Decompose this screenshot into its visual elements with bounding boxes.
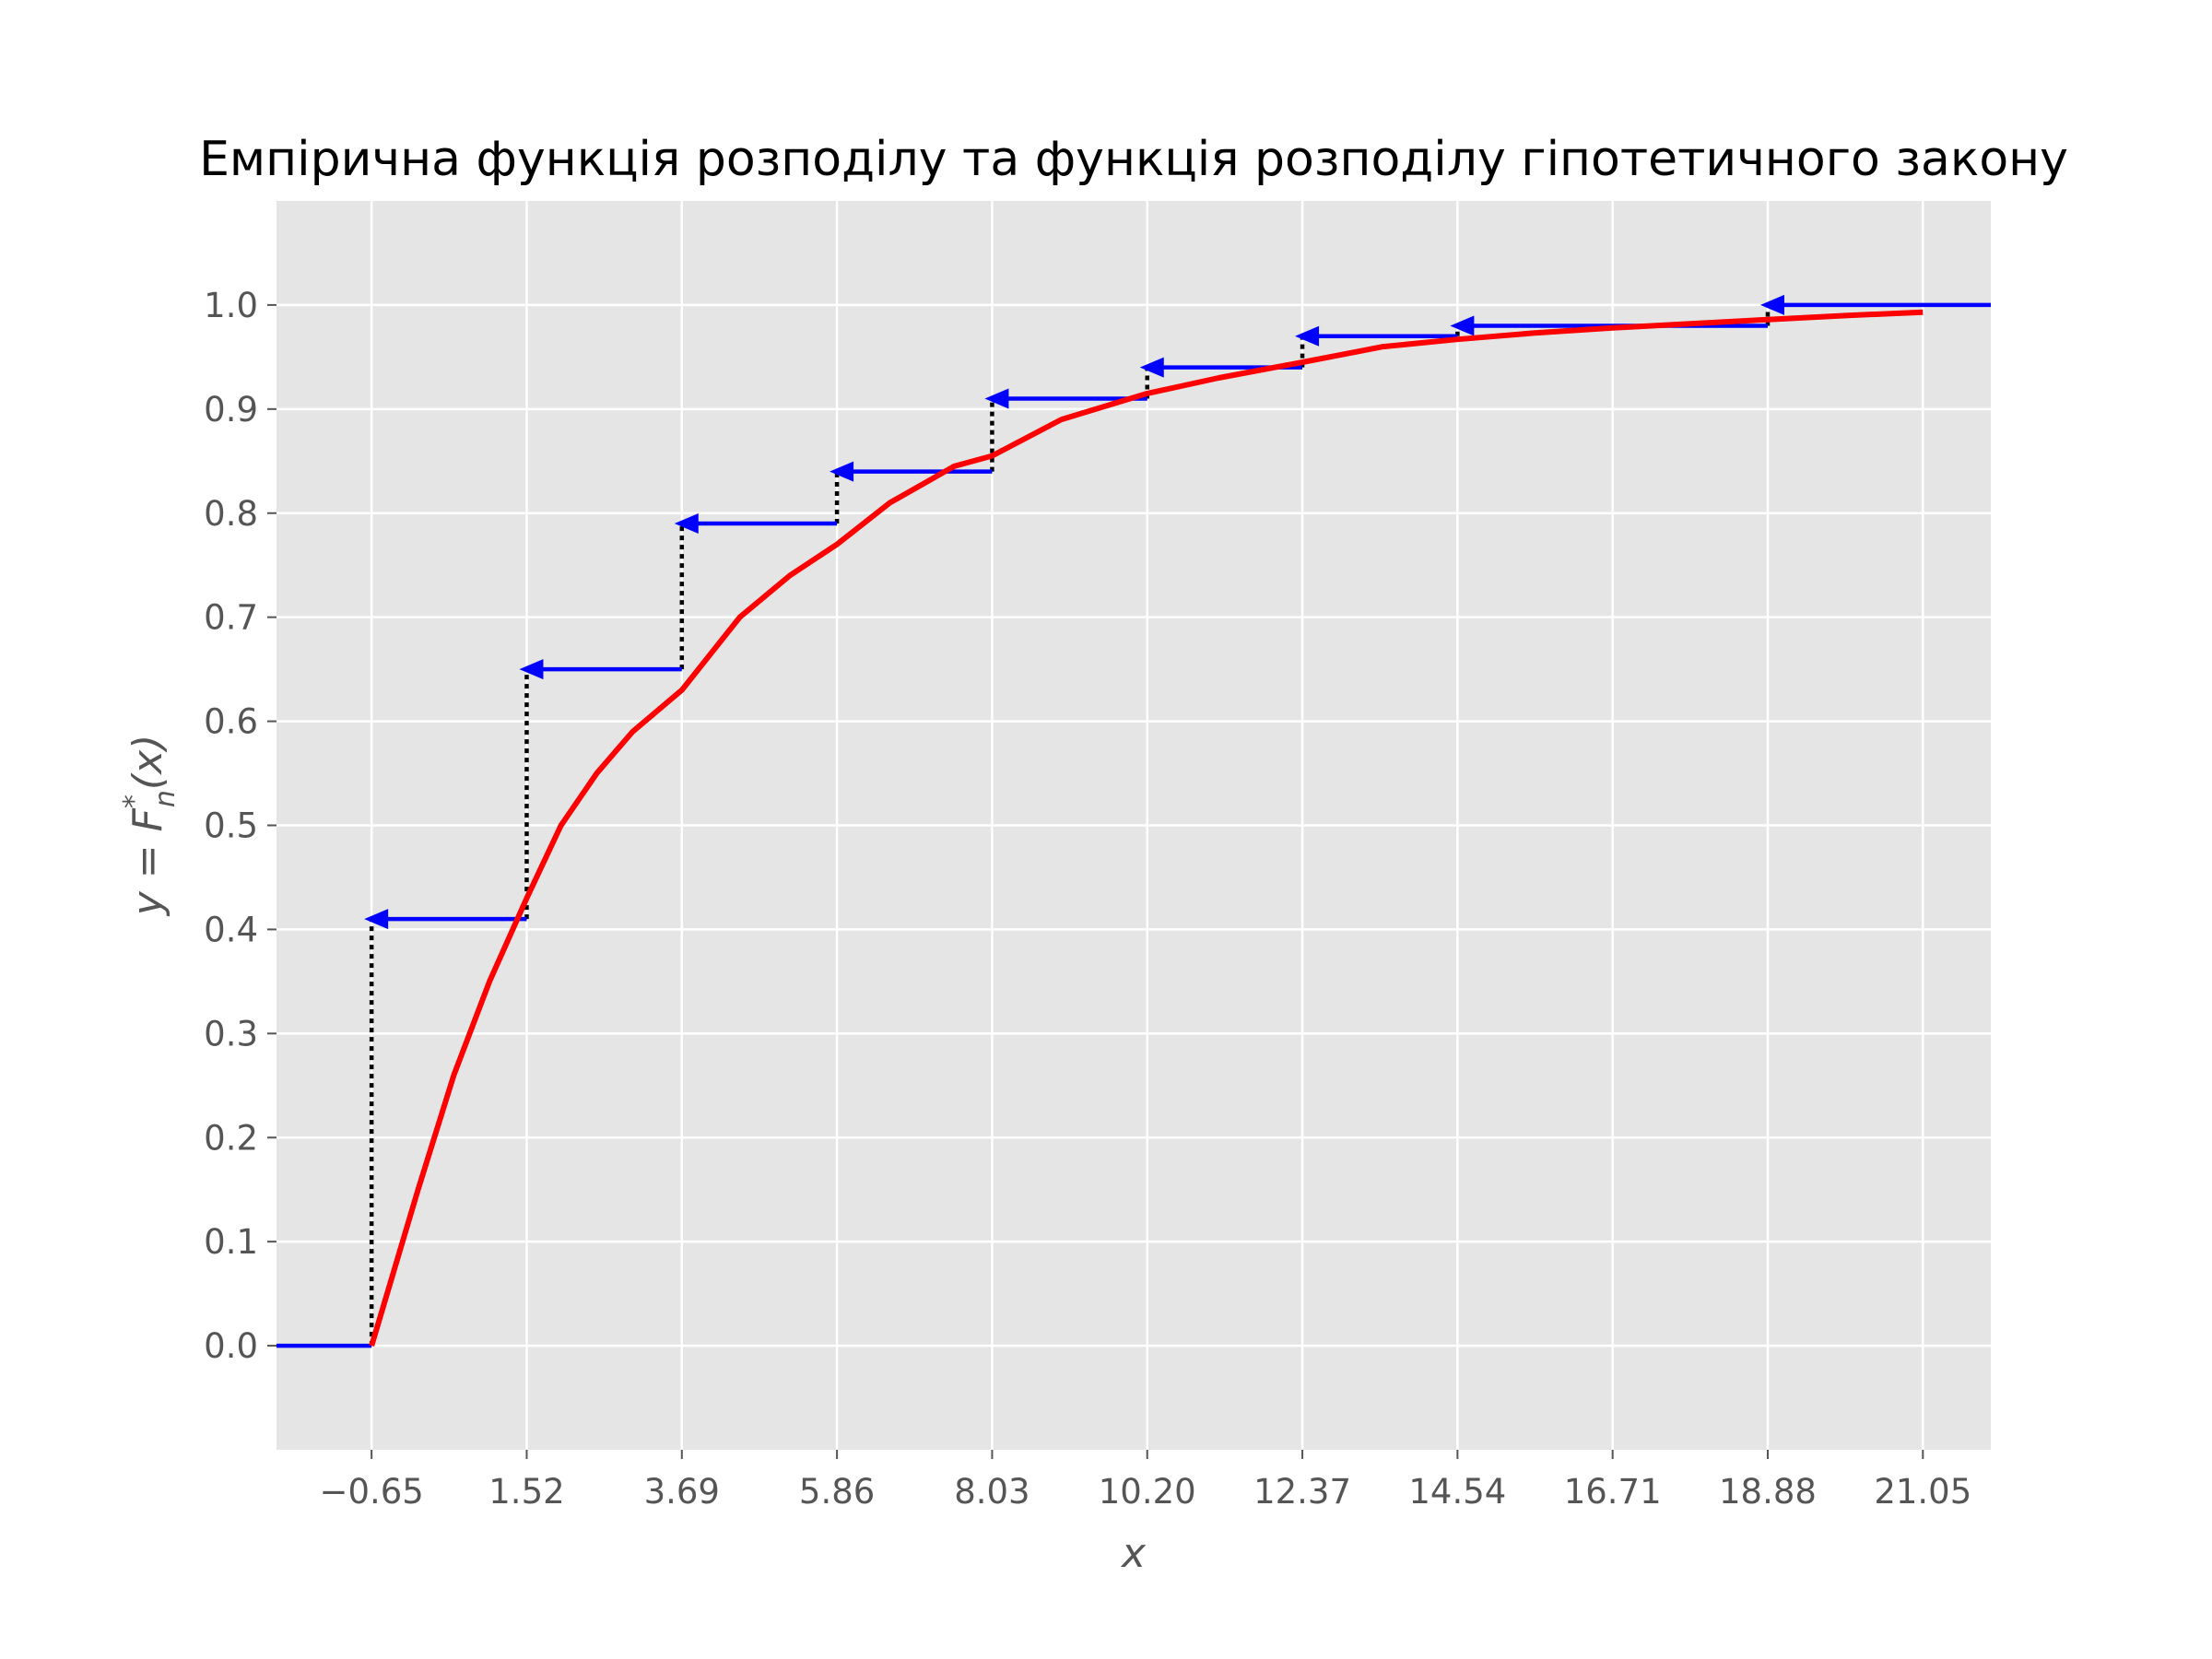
chart-title: Емпірична функція розподілу та функція р… (199, 132, 2068, 187)
x-tick-label: 10.20 (1099, 1472, 1196, 1512)
y-tick-label: 0.8 (204, 494, 258, 534)
step-arrowhead (674, 513, 699, 535)
tick-labels: −0.65 1.52 3.69 5.86 8.03 10.20 12.37 14.54 16.7… (204, 286, 1971, 1512)
x-tick-label: −0.65 (319, 1472, 423, 1512)
x-tick-label: 1.52 (488, 1472, 564, 1512)
y-axis-label-arg: (x) (124, 735, 171, 790)
y-tick-label: 0.1 (204, 1222, 258, 1262)
y-tick-label: 0.5 (204, 806, 258, 846)
y-tick-label: 0.6 (204, 702, 258, 742)
x-tick-label: 5.86 (799, 1472, 875, 1512)
cdf-curve-line (369, 309, 1924, 1347)
x-tick-label: 18.88 (1719, 1472, 1817, 1512)
step-arrowhead (830, 461, 854, 482)
x-tick-label: 14.54 (1408, 1472, 1506, 1512)
y-tick-label: 0.9 (204, 390, 258, 429)
svg-text:y = F*n(x): y = F*n(x) (118, 735, 182, 918)
x-axis-label: x (1120, 1530, 1147, 1577)
step-arrowhead (1295, 325, 1320, 347)
step-arrowhead (984, 388, 1009, 409)
y-tick-label: 0.0 (204, 1326, 258, 1366)
step-arrowhead (519, 659, 544, 680)
x-tick-label: 12.37 (1253, 1472, 1351, 1512)
y-tick-label: 0.7 (204, 598, 258, 638)
grid (276, 201, 1991, 1450)
y-axis-label: y = F*n(x) (118, 735, 182, 918)
x-tick-label: 21.05 (1874, 1472, 1971, 1512)
step-arrowhead (1450, 315, 1475, 336)
y-tick-label: 0.4 (204, 910, 258, 949)
y-axis-label-lhs: y = F (124, 807, 171, 917)
y-axis-label-sub: n (149, 790, 182, 807)
x-tick-label: 8.03 (954, 1472, 1030, 1512)
step-arrowhead (364, 909, 389, 930)
y-tick-label: 1.0 (204, 286, 258, 325)
y-axis-label-sup: * (118, 794, 150, 808)
x-tick-label: 16.71 (1564, 1472, 1662, 1512)
y-tick-label: 0.3 (204, 1014, 258, 1053)
x-tick-label: 3.69 (644, 1472, 720, 1512)
hypothetical-curve (369, 309, 1924, 1347)
y-tick-label: 0.2 (204, 1118, 258, 1158)
step-arrowhead (1759, 294, 1784, 315)
step-arrowhead (1139, 357, 1164, 378)
